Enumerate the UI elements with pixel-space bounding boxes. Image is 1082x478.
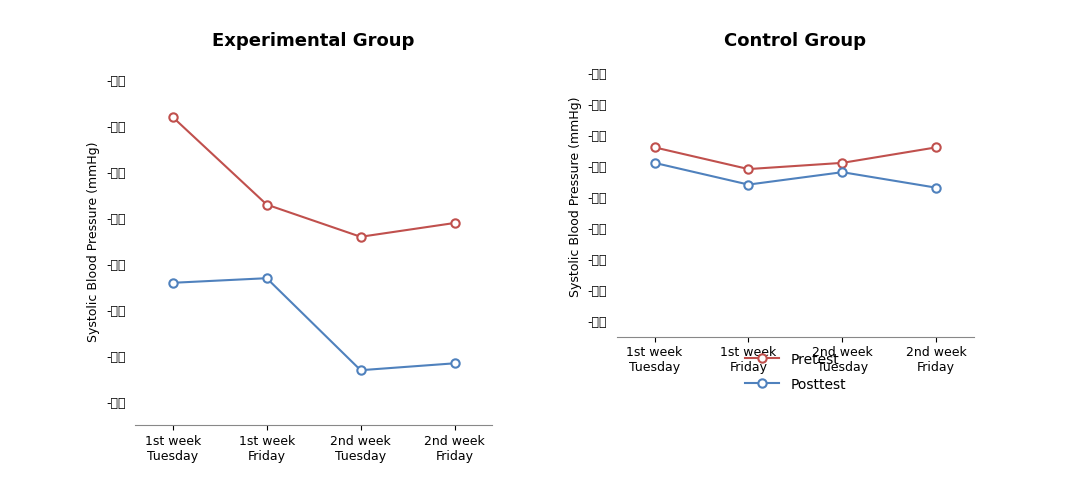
Legend: Pretest, Posttest: Pretest, Posttest (744, 353, 846, 391)
Title: Control Group: Control Group (724, 32, 867, 50)
Y-axis label: Systolic Blood Pressure (mmHg): Systolic Blood Pressure (mmHg) (88, 141, 101, 342)
Y-axis label: Systolic Blood Pressure (mmHg): Systolic Blood Pressure (mmHg) (569, 97, 582, 297)
Title: Experimental Group: Experimental Group (212, 32, 414, 50)
